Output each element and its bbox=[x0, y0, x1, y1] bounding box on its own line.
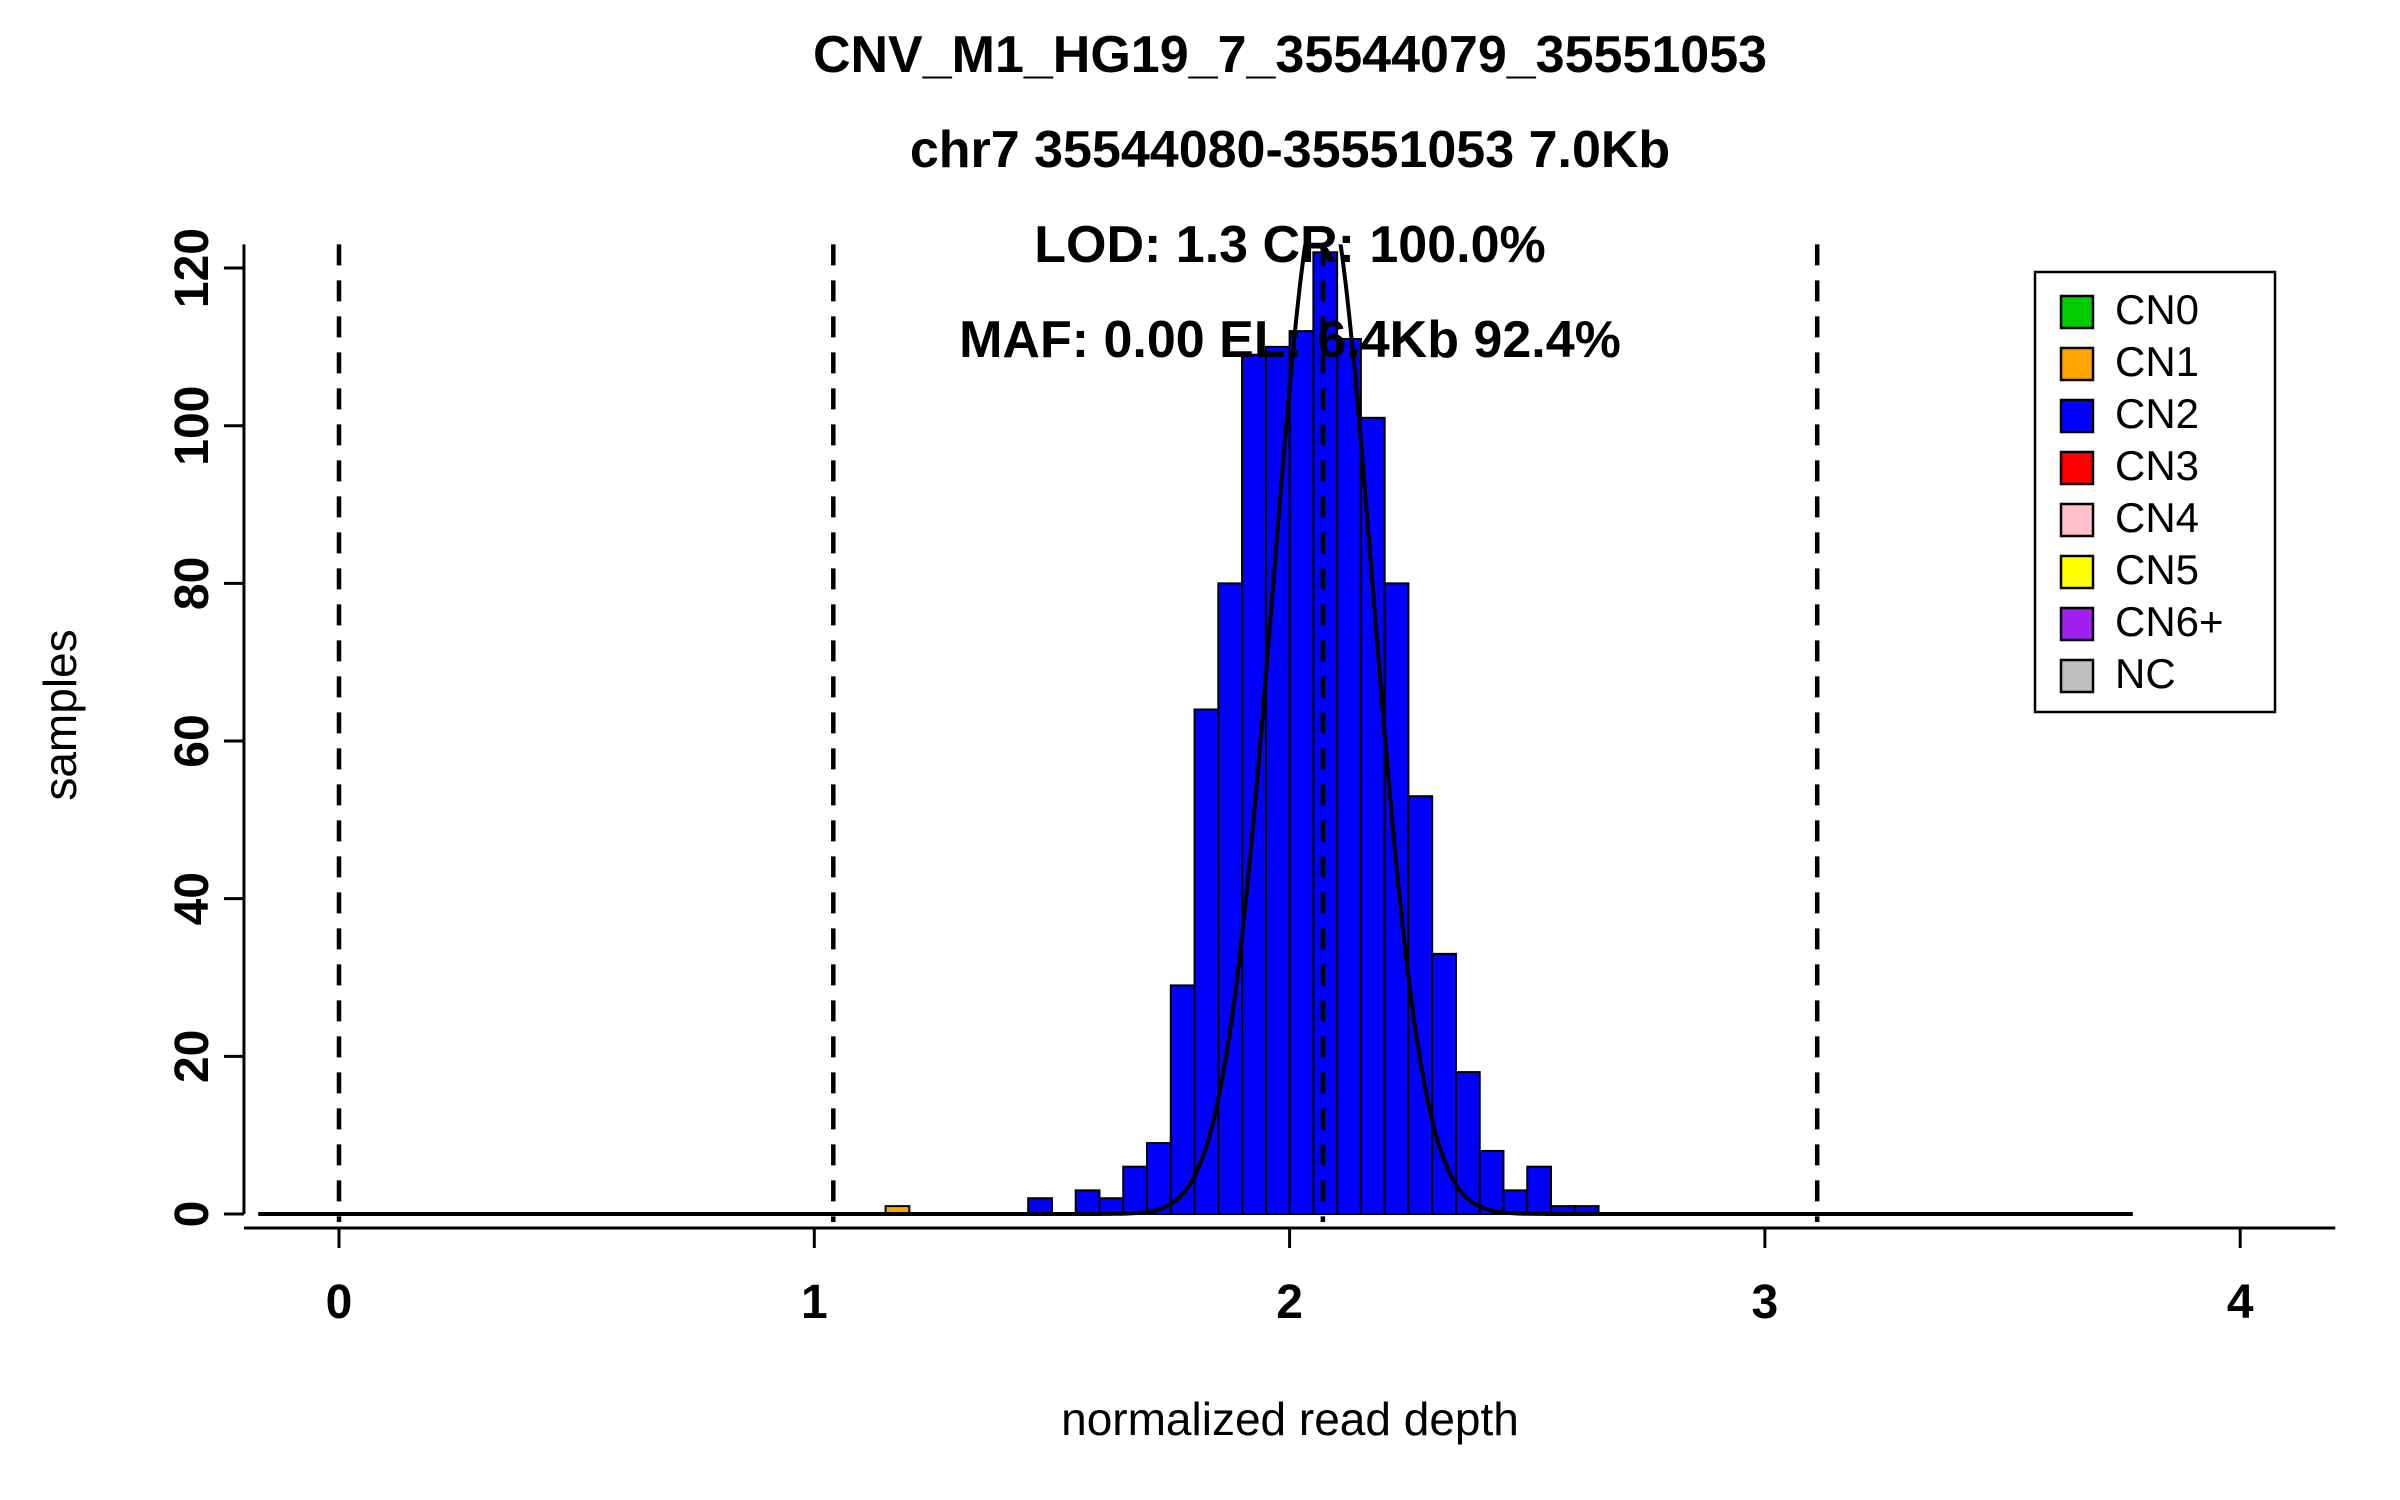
histogram-bar-CN2 bbox=[1383, 582, 1410, 1215]
y-tick-label: 60 bbox=[166, 714, 219, 767]
histogram-bar-CN2 bbox=[1288, 330, 1315, 1215]
histogram-bar-CN2 bbox=[1074, 1189, 1101, 1215]
y-tick-label: 120 bbox=[166, 228, 219, 308]
legend-label-CN5: CN5 bbox=[2115, 546, 2199, 593]
x-tick-label: 1 bbox=[801, 1276, 828, 1329]
histogram-bar-CN2 bbox=[1098, 1197, 1125, 1216]
histogram-bar-CN2 bbox=[1478, 1149, 1505, 1216]
gaussian-fit-curve bbox=[258, 244, 2133, 1216]
histogram-bar-CN2 bbox=[1193, 708, 1220, 1215]
histogram-bar-CN2 bbox=[1146, 1142, 1172, 1215]
histogram-bar-CN2 bbox=[1526, 1165, 1553, 1216]
histogram-bar-CN2 bbox=[1454, 1071, 1481, 1215]
histogram-bar-CN2 bbox=[1264, 345, 1291, 1215]
x-tick-label: 2 bbox=[1276, 1276, 1303, 1329]
title-line-cnv-id: CNV_M1_HG19_7_35544079_35551053 bbox=[812, 26, 1768, 84]
legend-swatch-CN6+ bbox=[2059, 606, 2095, 642]
chart-title: CNV_M1_HG19_7_35544079_35551053 chr7 355… bbox=[240, 8, 2340, 388]
legend-label-CN1: CN1 bbox=[2115, 338, 2199, 385]
histogram-bar-CN2 bbox=[1359, 416, 1386, 1215]
y-tick-label: 100 bbox=[166, 386, 219, 466]
legend-label-CN6+: CN6+ bbox=[2115, 598, 2224, 645]
histogram-bar-CN2 bbox=[1122, 1165, 1149, 1216]
title-line-lod-cr: LOD: 1.3 CR: 100.0% bbox=[1034, 216, 1546, 274]
legend-label-CN2: CN2 bbox=[2115, 390, 2199, 437]
legend-label-NC: NC bbox=[2115, 650, 2176, 697]
legend-swatch-CN0 bbox=[2059, 294, 2095, 330]
y-axis-label: samples bbox=[34, 629, 86, 801]
x-tick-label: 3 bbox=[1752, 1276, 1779, 1329]
y-tick-label: 80 bbox=[166, 557, 219, 610]
histogram-bar-CN2 bbox=[1217, 582, 1244, 1215]
histogram-bar-CN2 bbox=[1312, 251, 1339, 1216]
legend-swatch-CN4 bbox=[2059, 502, 2095, 538]
histogram-bar-CN2 bbox=[1502, 1189, 1529, 1215]
histogram-bar-CN2 bbox=[1027, 1197, 1053, 1216]
legend-swatch-CN1 bbox=[2059, 346, 2095, 382]
legend-label-CN3: CN3 bbox=[2115, 442, 2199, 489]
y-tick-label: 40 bbox=[166, 872, 219, 925]
x-tick-label: 0 bbox=[326, 1276, 353, 1329]
legend-label-CN4: CN4 bbox=[2115, 494, 2199, 541]
legend-swatch-NC bbox=[2059, 658, 2095, 694]
histogram-bar-CN2 bbox=[1336, 337, 1362, 1215]
x-tick-label: 4 bbox=[2227, 1276, 2254, 1329]
title-line-region: chr7 35544080-35551053 7.0Kb bbox=[909, 121, 1671, 179]
legend-label-CN0: CN0 bbox=[2115, 286, 2199, 333]
y-tick-label: 20 bbox=[166, 1030, 219, 1083]
legend-swatch-CN2 bbox=[2059, 398, 2095, 434]
histogram-bars bbox=[884, 251, 1600, 1216]
legend-swatch-CN3 bbox=[2059, 450, 2095, 486]
y-tick-label: 0 bbox=[166, 1201, 219, 1228]
legend-swatch-CN5 bbox=[2059, 554, 2095, 590]
histogram-bar-CN2 bbox=[1241, 353, 1267, 1215]
x-axis-label: normalized read depth bbox=[1061, 1393, 1519, 1445]
title-line-maf-el: MAF: 0.00 EL: 6.4Kb 92.4% bbox=[959, 311, 1621, 369]
